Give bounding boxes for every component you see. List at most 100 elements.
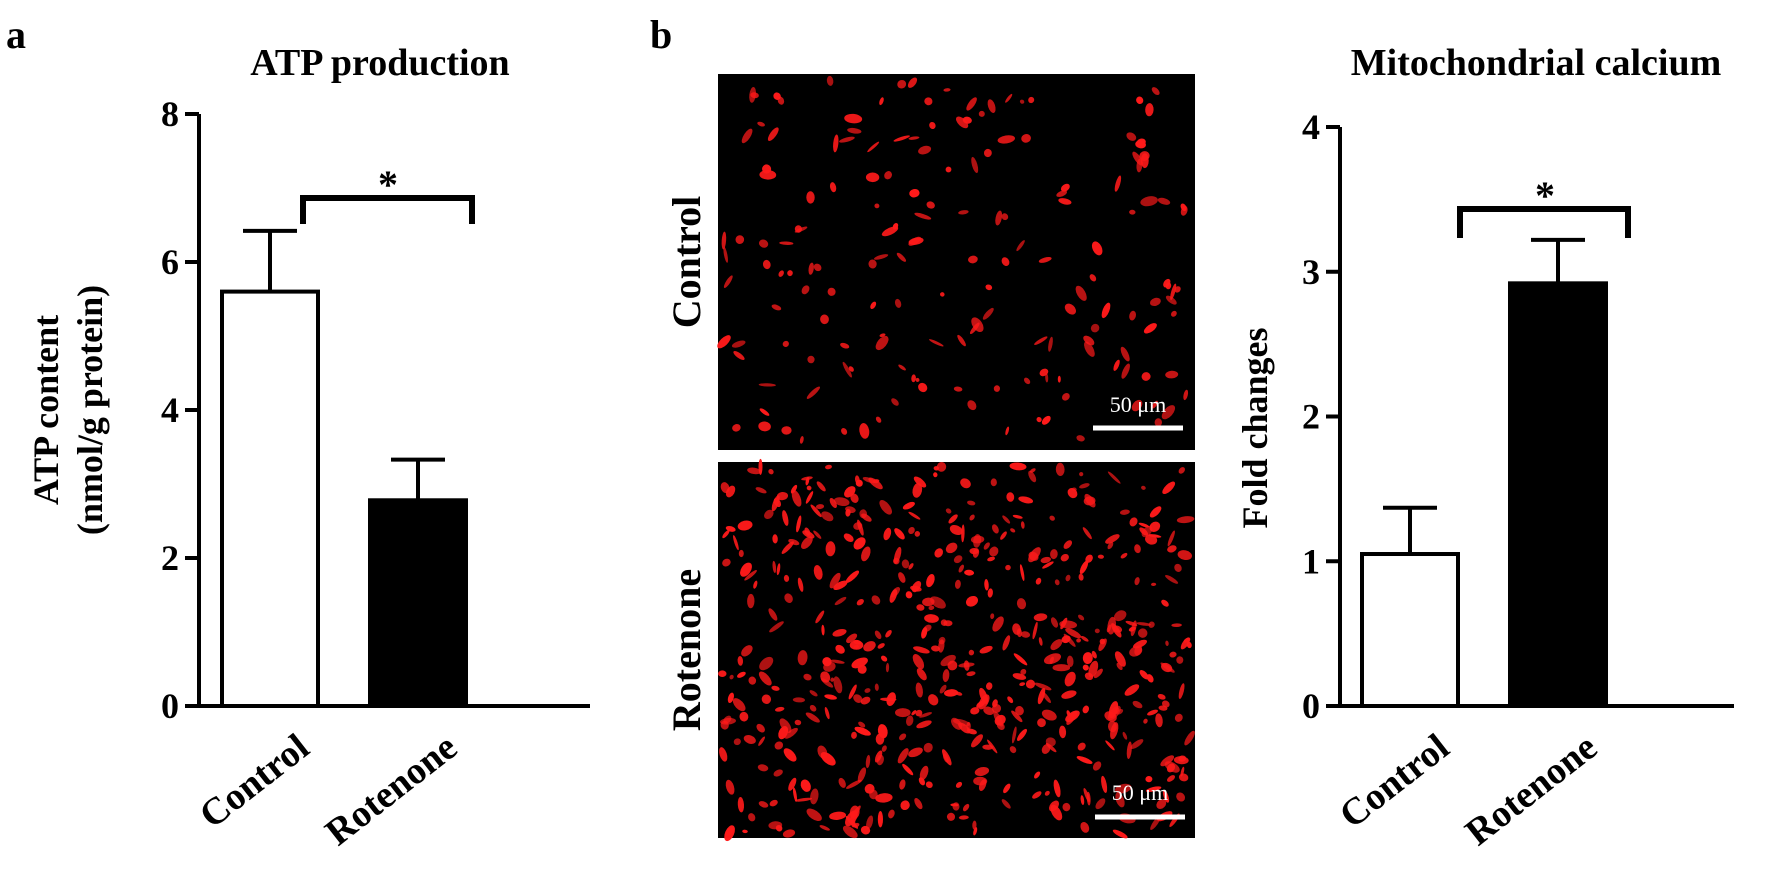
scale-bar-label-control: 50 μm bbox=[1110, 392, 1166, 417]
stain-dot bbox=[829, 572, 841, 589]
stain-dot bbox=[1089, 274, 1097, 282]
stain-dot bbox=[847, 127, 862, 134]
stain-dot bbox=[757, 764, 769, 772]
stain-dot bbox=[1028, 470, 1037, 483]
stain-dot bbox=[1064, 303, 1076, 315]
stain-dot bbox=[1012, 673, 1027, 680]
stain-dot bbox=[753, 580, 758, 589]
stain-dot bbox=[794, 225, 803, 233]
stain-dot bbox=[919, 765, 929, 781]
stain-dot bbox=[1164, 761, 1180, 773]
stain-dot bbox=[1085, 554, 1093, 563]
stain-dot bbox=[1165, 640, 1169, 646]
stain-dot bbox=[830, 659, 845, 664]
stain-dot bbox=[1050, 617, 1059, 628]
stain-dot bbox=[827, 287, 836, 296]
stain-dot bbox=[1078, 614, 1085, 621]
stain-dot bbox=[939, 684, 947, 694]
stain-dot bbox=[1112, 829, 1128, 839]
stain-dot bbox=[915, 682, 923, 698]
stain-dot bbox=[1055, 462, 1065, 476]
stain-dot bbox=[1141, 485, 1146, 490]
stain-dot bbox=[1174, 286, 1181, 293]
stain-dot bbox=[771, 304, 782, 311]
stain-dot bbox=[984, 579, 989, 591]
stain-dot bbox=[868, 259, 877, 269]
stain-dot bbox=[1183, 389, 1189, 401]
stain-dot bbox=[1061, 635, 1071, 644]
stain-dot bbox=[953, 555, 963, 564]
stain-dot bbox=[1053, 779, 1061, 798]
stain-dot bbox=[879, 333, 886, 337]
stain-dot bbox=[782, 829, 796, 838]
stain-dot bbox=[913, 476, 927, 488]
stain-dot bbox=[1037, 718, 1046, 728]
svg-text:Control: Control bbox=[664, 196, 709, 329]
stain-dot bbox=[1130, 739, 1144, 750]
stain-dot bbox=[1080, 795, 1085, 806]
stain-dot bbox=[741, 128, 753, 144]
stain-dot bbox=[880, 697, 897, 702]
y-tick-label: 0 bbox=[1302, 686, 1320, 726]
stain-dot bbox=[769, 621, 784, 633]
stain-dot bbox=[845, 506, 856, 513]
stain-dot bbox=[1050, 639, 1063, 651]
stain-dot bbox=[958, 815, 969, 820]
stain-dot bbox=[1025, 679, 1036, 689]
stain-dot bbox=[914, 212, 932, 220]
stain-dot bbox=[983, 706, 995, 716]
stain-dot bbox=[1171, 623, 1182, 628]
stain-dot bbox=[842, 361, 852, 378]
stain-dot bbox=[722, 558, 731, 567]
y-tick-label: 4 bbox=[1302, 107, 1320, 147]
stain-dot bbox=[1120, 346, 1130, 362]
stain-dot bbox=[1149, 506, 1162, 518]
stain-dot bbox=[1167, 545, 1177, 553]
stain-dot bbox=[978, 110, 985, 117]
stain-dot bbox=[1128, 626, 1136, 632]
stain-dot bbox=[925, 781, 933, 789]
stain-dot bbox=[1064, 671, 1076, 687]
stain-dot bbox=[848, 684, 857, 700]
stain-dot bbox=[815, 504, 825, 510]
stain-dot bbox=[983, 148, 992, 158]
stain-dot bbox=[1034, 682, 1052, 691]
stain-dot bbox=[718, 670, 727, 677]
stain-dot bbox=[1151, 87, 1160, 96]
stain-dot bbox=[944, 689, 959, 697]
stain-dot bbox=[806, 808, 822, 822]
stain-dot bbox=[1178, 683, 1185, 699]
stain-dot bbox=[1097, 554, 1104, 559]
stain-dot bbox=[846, 633, 858, 644]
stain-dot bbox=[985, 682, 993, 690]
stain-dot bbox=[992, 616, 1004, 632]
stain-dot bbox=[813, 565, 823, 580]
stain-dot bbox=[873, 254, 889, 260]
stain-dot bbox=[1019, 99, 1025, 104]
stain-dot bbox=[862, 476, 876, 484]
stain-dot bbox=[848, 366, 854, 372]
stain-dot bbox=[1082, 652, 1093, 665]
stain-dot bbox=[930, 596, 946, 609]
stain-dot bbox=[1178, 755, 1187, 762]
stain-dot bbox=[1042, 561, 1054, 569]
stain-dot bbox=[792, 697, 805, 703]
stain-dot bbox=[926, 201, 935, 209]
stain-dot bbox=[1099, 638, 1106, 645]
stain-dot bbox=[954, 579, 961, 589]
stain-dot bbox=[1079, 483, 1090, 489]
y-ticks: 0 1 2 3 4 bbox=[1302, 107, 1340, 726]
y-tick-label: 1 bbox=[1302, 541, 1320, 581]
stain-dot bbox=[987, 99, 996, 113]
stain-dot bbox=[820, 752, 836, 766]
stain-dot bbox=[897, 748, 909, 764]
stain-dot bbox=[792, 787, 798, 802]
y-tick-label: 2 bbox=[161, 538, 179, 578]
stain-dot bbox=[1048, 336, 1053, 352]
stain-dot bbox=[772, 560, 777, 573]
stain-dot bbox=[1170, 283, 1177, 300]
stain-dot bbox=[732, 698, 746, 712]
stain-dot bbox=[810, 504, 822, 518]
stain-dot bbox=[991, 704, 1002, 713]
stain-dot bbox=[1082, 664, 1089, 671]
